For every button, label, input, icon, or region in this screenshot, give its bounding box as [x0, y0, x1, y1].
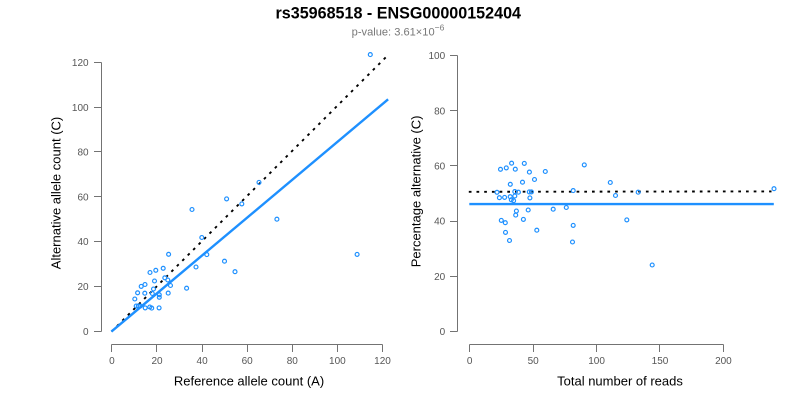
- svg-text:40: 40: [77, 237, 89, 248]
- svg-text:Alternative allele count (C): Alternative allele count (C): [48, 117, 63, 269]
- svg-text:100: 100: [429, 51, 446, 62]
- svg-text:60: 60: [434, 162, 446, 173]
- svg-text:80: 80: [287, 356, 299, 367]
- svg-text:20: 20: [434, 272, 446, 283]
- svg-text:Total number of reads: Total number of reads: [557, 374, 683, 389]
- svg-text:20: 20: [151, 356, 163, 367]
- svg-text:80: 80: [77, 148, 89, 159]
- svg-text:100: 100: [72, 103, 89, 114]
- svg-text:100: 100: [329, 356, 346, 367]
- svg-text:120: 120: [374, 356, 391, 367]
- svg-text:200: 200: [715, 356, 732, 367]
- svg-text:60: 60: [242, 356, 254, 367]
- svg-text:0: 0: [83, 327, 89, 338]
- svg-text:60: 60: [77, 192, 89, 203]
- svg-text:0: 0: [467, 356, 473, 367]
- svg-text:40: 40: [434, 217, 446, 228]
- svg-text:Percentage alternative (C): Percentage alternative (C): [409, 116, 424, 268]
- svg-text:20: 20: [77, 282, 89, 293]
- svg-text:40: 40: [197, 356, 209, 367]
- svg-text:rs35968518 - ENSG00000152404: rs35968518 - ENSG00000152404: [276, 4, 522, 23]
- svg-text:100: 100: [588, 356, 605, 367]
- svg-text:80: 80: [434, 106, 446, 117]
- svg-text:0: 0: [109, 356, 115, 367]
- svg-text:50: 50: [528, 356, 540, 367]
- svg-text:Reference allele count (A): Reference allele count (A): [174, 374, 324, 389]
- svg-text:120: 120: [72, 58, 89, 69]
- svg-text:150: 150: [652, 356, 669, 367]
- svg-text:0: 0: [440, 327, 446, 338]
